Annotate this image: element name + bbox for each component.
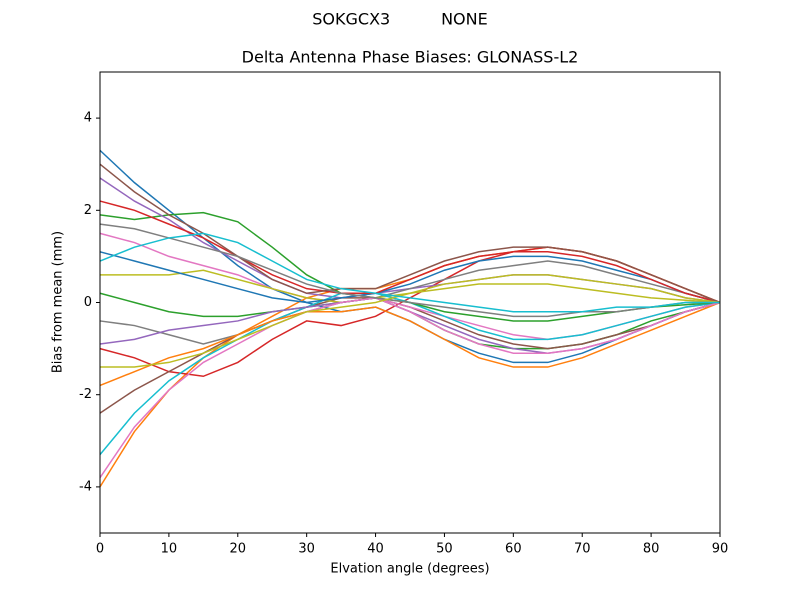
- x-tick-label: 80: [643, 542, 660, 557]
- series-line: [99, 301, 721, 387]
- x-tick-label: 10: [161, 542, 178, 557]
- series-line: [100, 274, 721, 368]
- x-axis-label: Elvation angle (degrees): [330, 562, 489, 577]
- suptitle: SOKGCX3 NONE: [312, 10, 487, 29]
- y-tick-label: -4: [79, 479, 92, 494]
- plot-area: [99, 149, 721, 488]
- series-line: [99, 292, 721, 456]
- x-tick-label: 60: [505, 542, 522, 557]
- series-line: [99, 260, 721, 345]
- x-tick-label: 0: [96, 542, 104, 557]
- y-axis-label: Bias from mean (mm): [51, 231, 66, 373]
- series-line: [99, 232, 720, 313]
- series-line: [99, 223, 720, 318]
- x-tick-label: 90: [712, 542, 729, 557]
- x-tick-label: 30: [298, 542, 315, 557]
- series-line: [99, 297, 721, 354]
- y-tick-label: 4: [84, 111, 92, 126]
- series-line: [99, 246, 721, 488]
- x-tick-label: 40: [367, 542, 384, 557]
- y-tick-label: 2: [84, 203, 92, 218]
- series-line: [99, 251, 721, 304]
- x-tick-label: 70: [574, 542, 591, 557]
- y-tick-label: 0: [84, 295, 92, 310]
- chart-title: Delta Antenna Phase Biases: GLONASS-L2: [242, 48, 579, 67]
- y-tick-label: -2: [79, 387, 92, 402]
- series-line: [99, 297, 721, 479]
- series-line: [99, 200, 721, 304]
- x-tick-label: 50: [436, 542, 453, 557]
- x-tick-label: 20: [230, 542, 247, 557]
